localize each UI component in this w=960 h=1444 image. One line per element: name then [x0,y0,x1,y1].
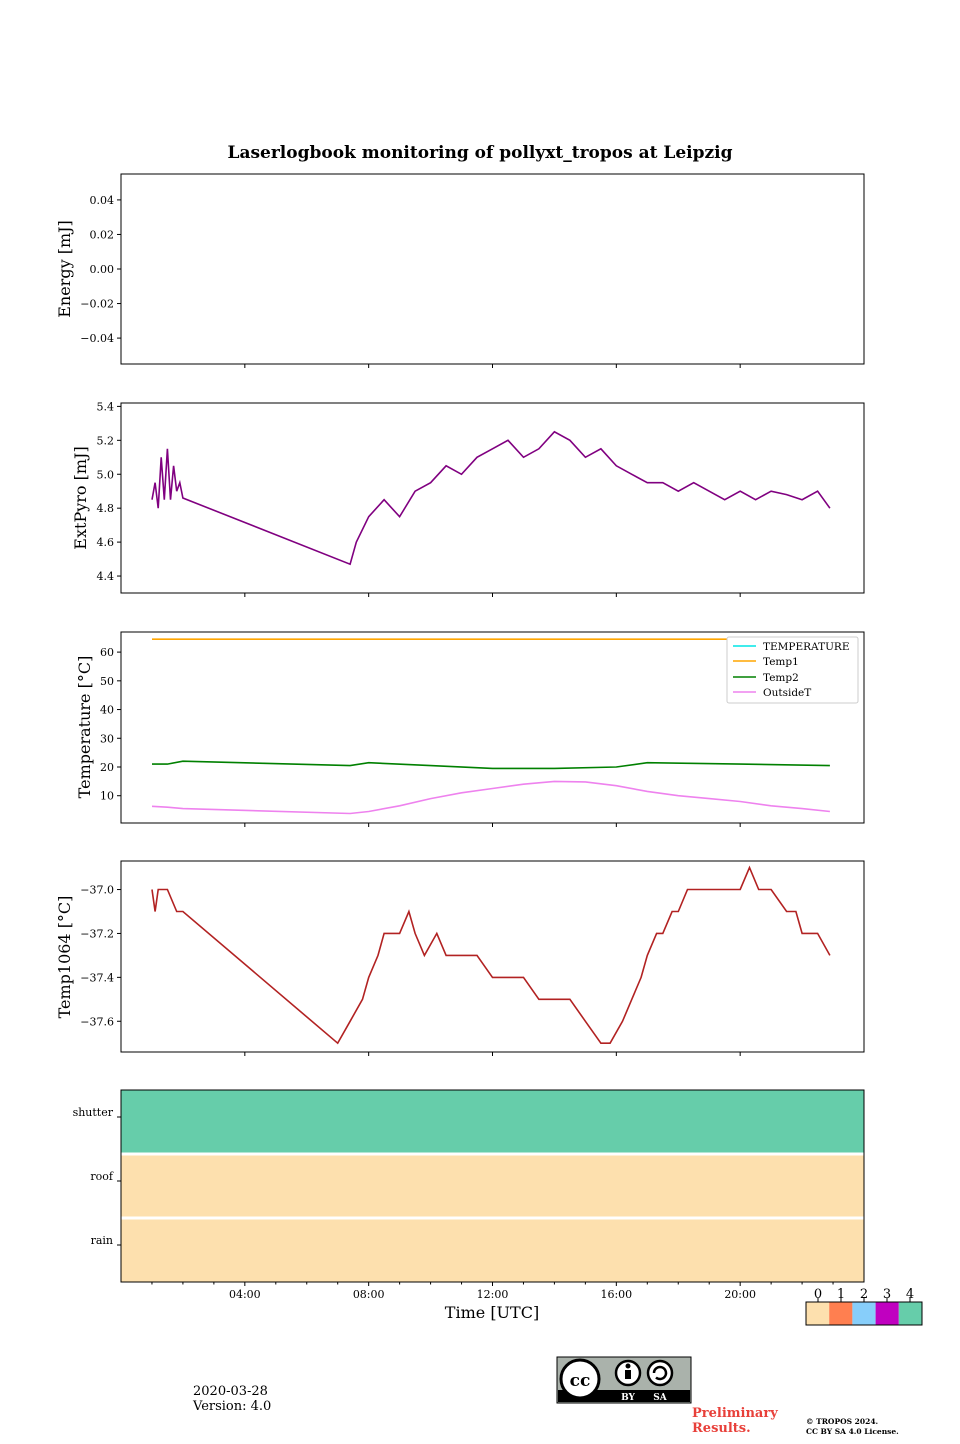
temperature-panel: Temperature [°C] 10 20 30 40 50 60 TEMPERATUR… [75,631,865,827]
x-tick-label: 16:00 [600,1288,632,1301]
colorbar-swatch-0 [806,1302,830,1325]
status-row-roof [121,1154,864,1218]
legend-label-temperature: TEMPERATURE [763,641,850,653]
y-tick-label: 0.00 [90,263,115,276]
cc-sa-label: SA [653,1393,667,1403]
series-outsidet [151,780,830,815]
energy-panel: Energy [mJ] 0.04 0.02 0.00 −0.02 −0.04 [55,173,865,368]
y-tick-label: 4.4 [97,570,115,583]
y-tick-label: 40 [100,704,114,717]
series-temp2 [152,760,830,770]
y-tick-label: 4.8 [97,502,115,515]
copyright-line2: CC BY SA 4.0 License. [806,1427,899,1436]
y-tick-label: 50 [100,675,114,688]
series-extpyro [151,430,831,566]
date-label: 2020-03-28 [193,1384,268,1399]
cc-by-sa-icon: cc BY SA [556,1356,692,1404]
status-row-rain [121,1218,864,1282]
y-tick-label: −37.2 [80,927,114,940]
plot-frame [120,173,865,365]
temp1064-panel: Temp1064 [°C] −37.0 −37.2 −37.4 −37.6 [55,860,865,1056]
extpyro-panel: ExtPyro [mJ] 4.4 4.6 4.8 5.0 5.2 5.4 [71,400,865,597]
x-tick-label: 12:00 [477,1288,509,1301]
svg-text:cc: cc [570,1371,591,1391]
series-temp1064 [151,865,831,1045]
y-tick-label: −37.0 [80,884,114,897]
preliminary-line1: Preliminary [692,1406,778,1421]
colorbar-label-2: 2 [860,1287,868,1302]
colorbar-swatch-2 [852,1302,876,1325]
colorbar-label-1: 1 [837,1287,845,1302]
y-tick-label: 5.0 [97,468,115,481]
y-tick-label: 60 [100,646,114,659]
colorbar-swatch-1 [829,1302,853,1325]
preliminary-line2: Results. [692,1421,751,1436]
y-tick-label: 5.2 [97,434,115,447]
colorbar-label-0: 0 [814,1287,822,1302]
colorbar-label-3: 3 [883,1287,891,1302]
colorbar-swatch-4 [898,1302,922,1325]
y-tick-label: −0.02 [80,298,114,311]
y-tick-label: 30 [100,732,114,745]
status-xlabel: Time [UTC] [445,1303,539,1322]
y-tick-label: −37.4 [80,971,114,984]
version-label: Version: 4.0 [193,1399,272,1414]
y-tick-label: 4.6 [97,536,115,549]
temperature-ylabel: Temperature [°C] [75,656,94,799]
y-tick-label: −37.6 [80,1015,114,1028]
x-tick-label: 08:00 [353,1288,385,1301]
y-tick-label: 0.04 [90,194,115,207]
y-tick-label: −0.04 [80,332,114,345]
legend-label-temp1: Temp1 [763,656,799,668]
status-label-shutter: shutter [73,1106,114,1119]
preliminary-note: Preliminary Results. [692,1406,778,1436]
date-version-block: 2020-03-28 Version: 4.0 [193,1384,271,1414]
temp1064-ylabel: Temp1064 [°C] [55,896,74,1019]
status-panel: Time [UTC] shutter roof rain 04:00 08:00 12:0… [73,1089,865,1322]
legend-label-outsidet: OutsideT [763,687,811,699]
extpyro-ylabel: ExtPyro [mJ] [71,446,90,549]
y-tick-label: 0.02 [90,228,115,241]
colorbar-label-4: 4 [906,1287,914,1302]
status-label-rain: rain [91,1234,113,1247]
y-tick-label: 5.4 [97,400,115,413]
legend-label-temp2: Temp2 [763,672,799,684]
y-tick-label: 10 [100,790,114,803]
figure-title: Laserlogbook monitoring of pollyxt_tropo… [227,143,732,163]
temperature-legend: TEMPERATURE Temp1 Temp2 OutsideT [726,636,859,704]
status-row-shutter [121,1090,864,1154]
x-tick-label: 20:00 [724,1288,756,1301]
cc-by-label: BY [621,1393,635,1403]
y-tick-label: 20 [100,761,114,774]
energy-ylabel: Energy [mJ] [55,220,74,318]
x-tick-label: 04:00 [229,1288,261,1301]
colorbar-swatch-3 [875,1302,899,1325]
plot-frame [120,860,865,1053]
copyright-note: © TROPOS 2024. CC BY SA 4.0 License. [806,1417,899,1437]
status-label-roof: roof [90,1170,114,1183]
copyright-line1: © TROPOS 2024. [806,1417,879,1426]
